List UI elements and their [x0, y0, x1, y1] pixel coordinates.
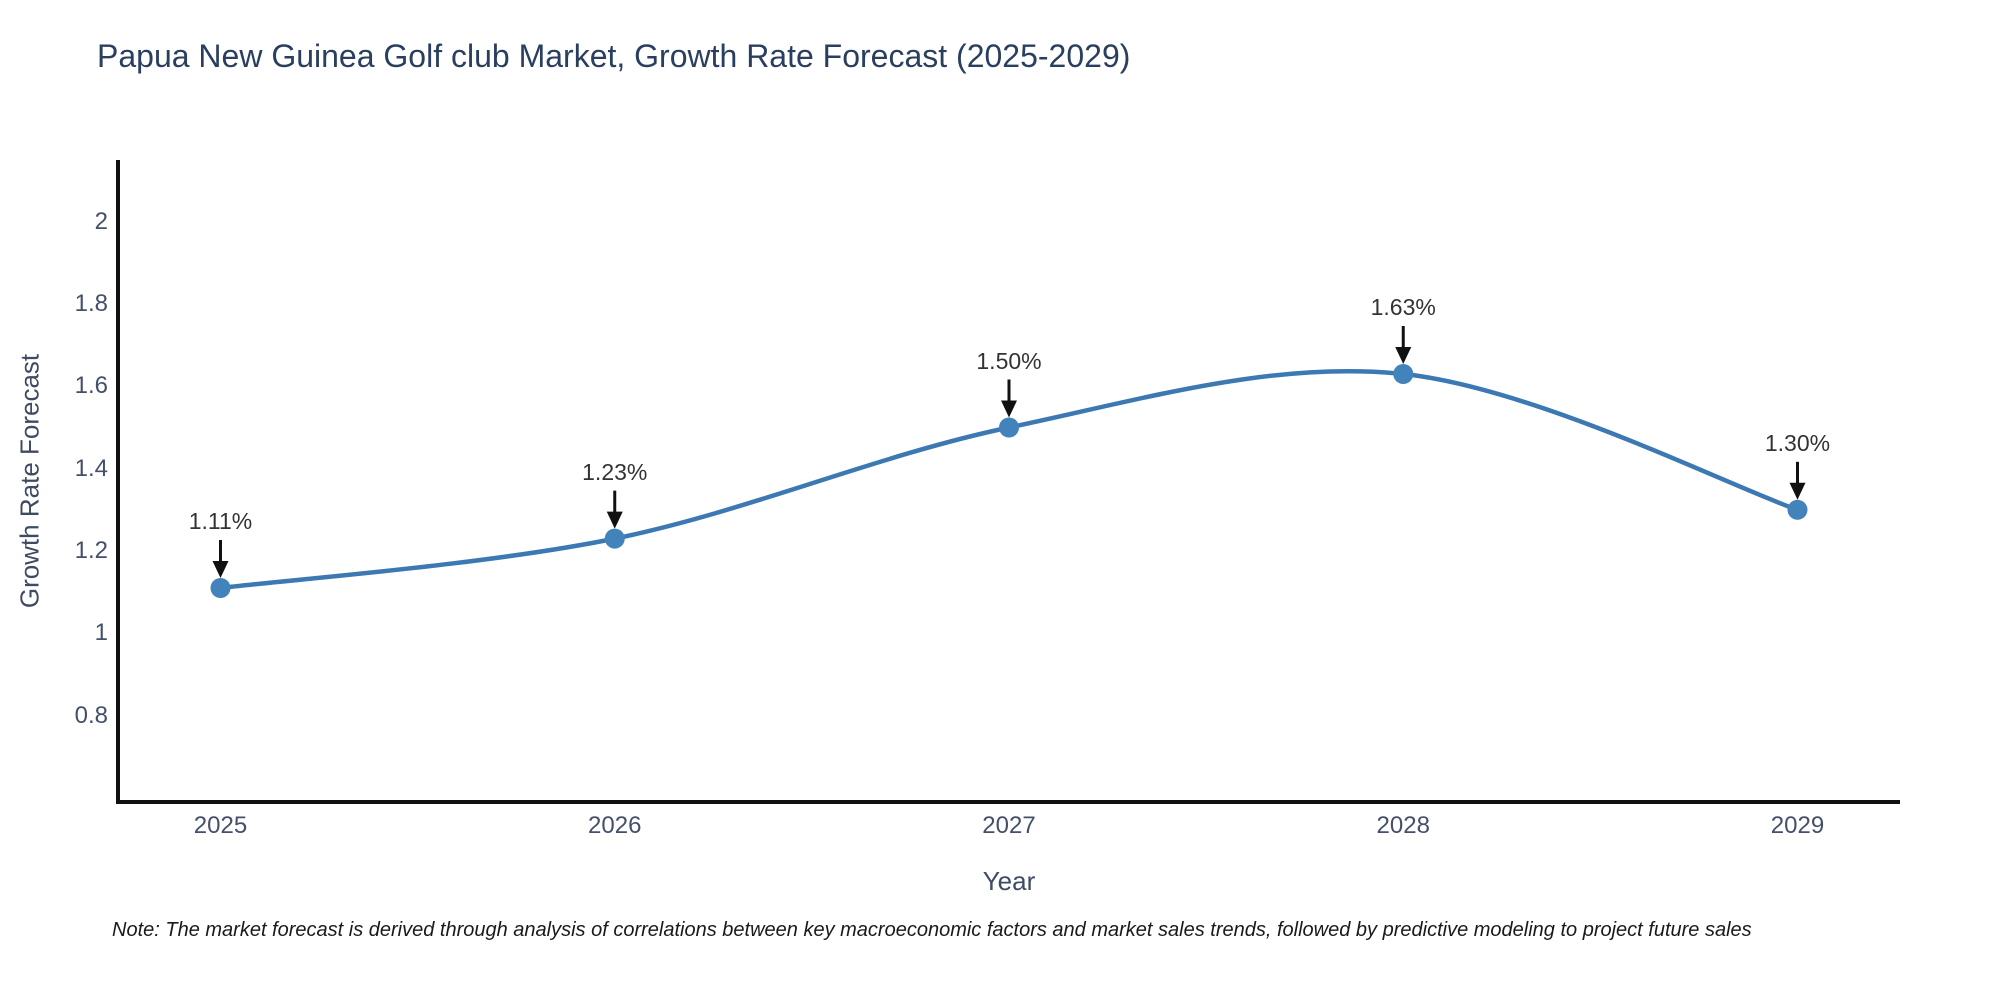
annotation-label: 1.50% — [976, 347, 1042, 374]
y-tick-label: 2 — [94, 207, 108, 235]
x-tick-label: 2029 — [1770, 812, 1825, 839]
y-tick-label: 1.4 — [74, 454, 108, 482]
y-tick-label: 1 — [94, 619, 108, 647]
y-tick-label: 1.2 — [74, 536, 108, 564]
y-tick-label: 1.6 — [74, 372, 108, 400]
annotation-label: 1.63% — [1370, 294, 1436, 320]
data-point-marker-2029 — [1787, 499, 1808, 520]
annotation-arrowhead — [1789, 482, 1806, 500]
data-point-marker-2025 — [210, 578, 231, 598]
chart-title: Papua New Guinea Golf club Market, Growt… — [97, 38, 1131, 74]
x-tick-label: 2026 — [588, 812, 642, 839]
x-axis-title: Year — [982, 866, 1036, 896]
annotation-label: 1.23% — [582, 458, 648, 485]
annotation-arrowhead — [606, 511, 623, 529]
footnote: Note: The market forecast is derived thr… — [112, 919, 1752, 941]
data-point-marker-2028 — [1393, 364, 1414, 384]
y-tick-label: 0.8 — [74, 701, 108, 729]
annotation-arrowhead — [212, 561, 229, 578]
data-point-marker-2026 — [604, 528, 625, 549]
x-tick-label: 2028 — [1376, 812, 1430, 839]
annotation-arrowhead — [1001, 400, 1017, 418]
x-tick-label: 2025 — [193, 812, 248, 839]
data-point-marker-2027 — [999, 417, 1019, 438]
annotation-arrowhead — [1395, 347, 1412, 364]
annotation-label: 1.30% — [1764, 429, 1831, 456]
x-tick-label: 2027 — [982, 812, 1036, 839]
annotation-label: 1.11% — [188, 508, 253, 534]
y-tick-label: 1.8 — [74, 290, 108, 318]
